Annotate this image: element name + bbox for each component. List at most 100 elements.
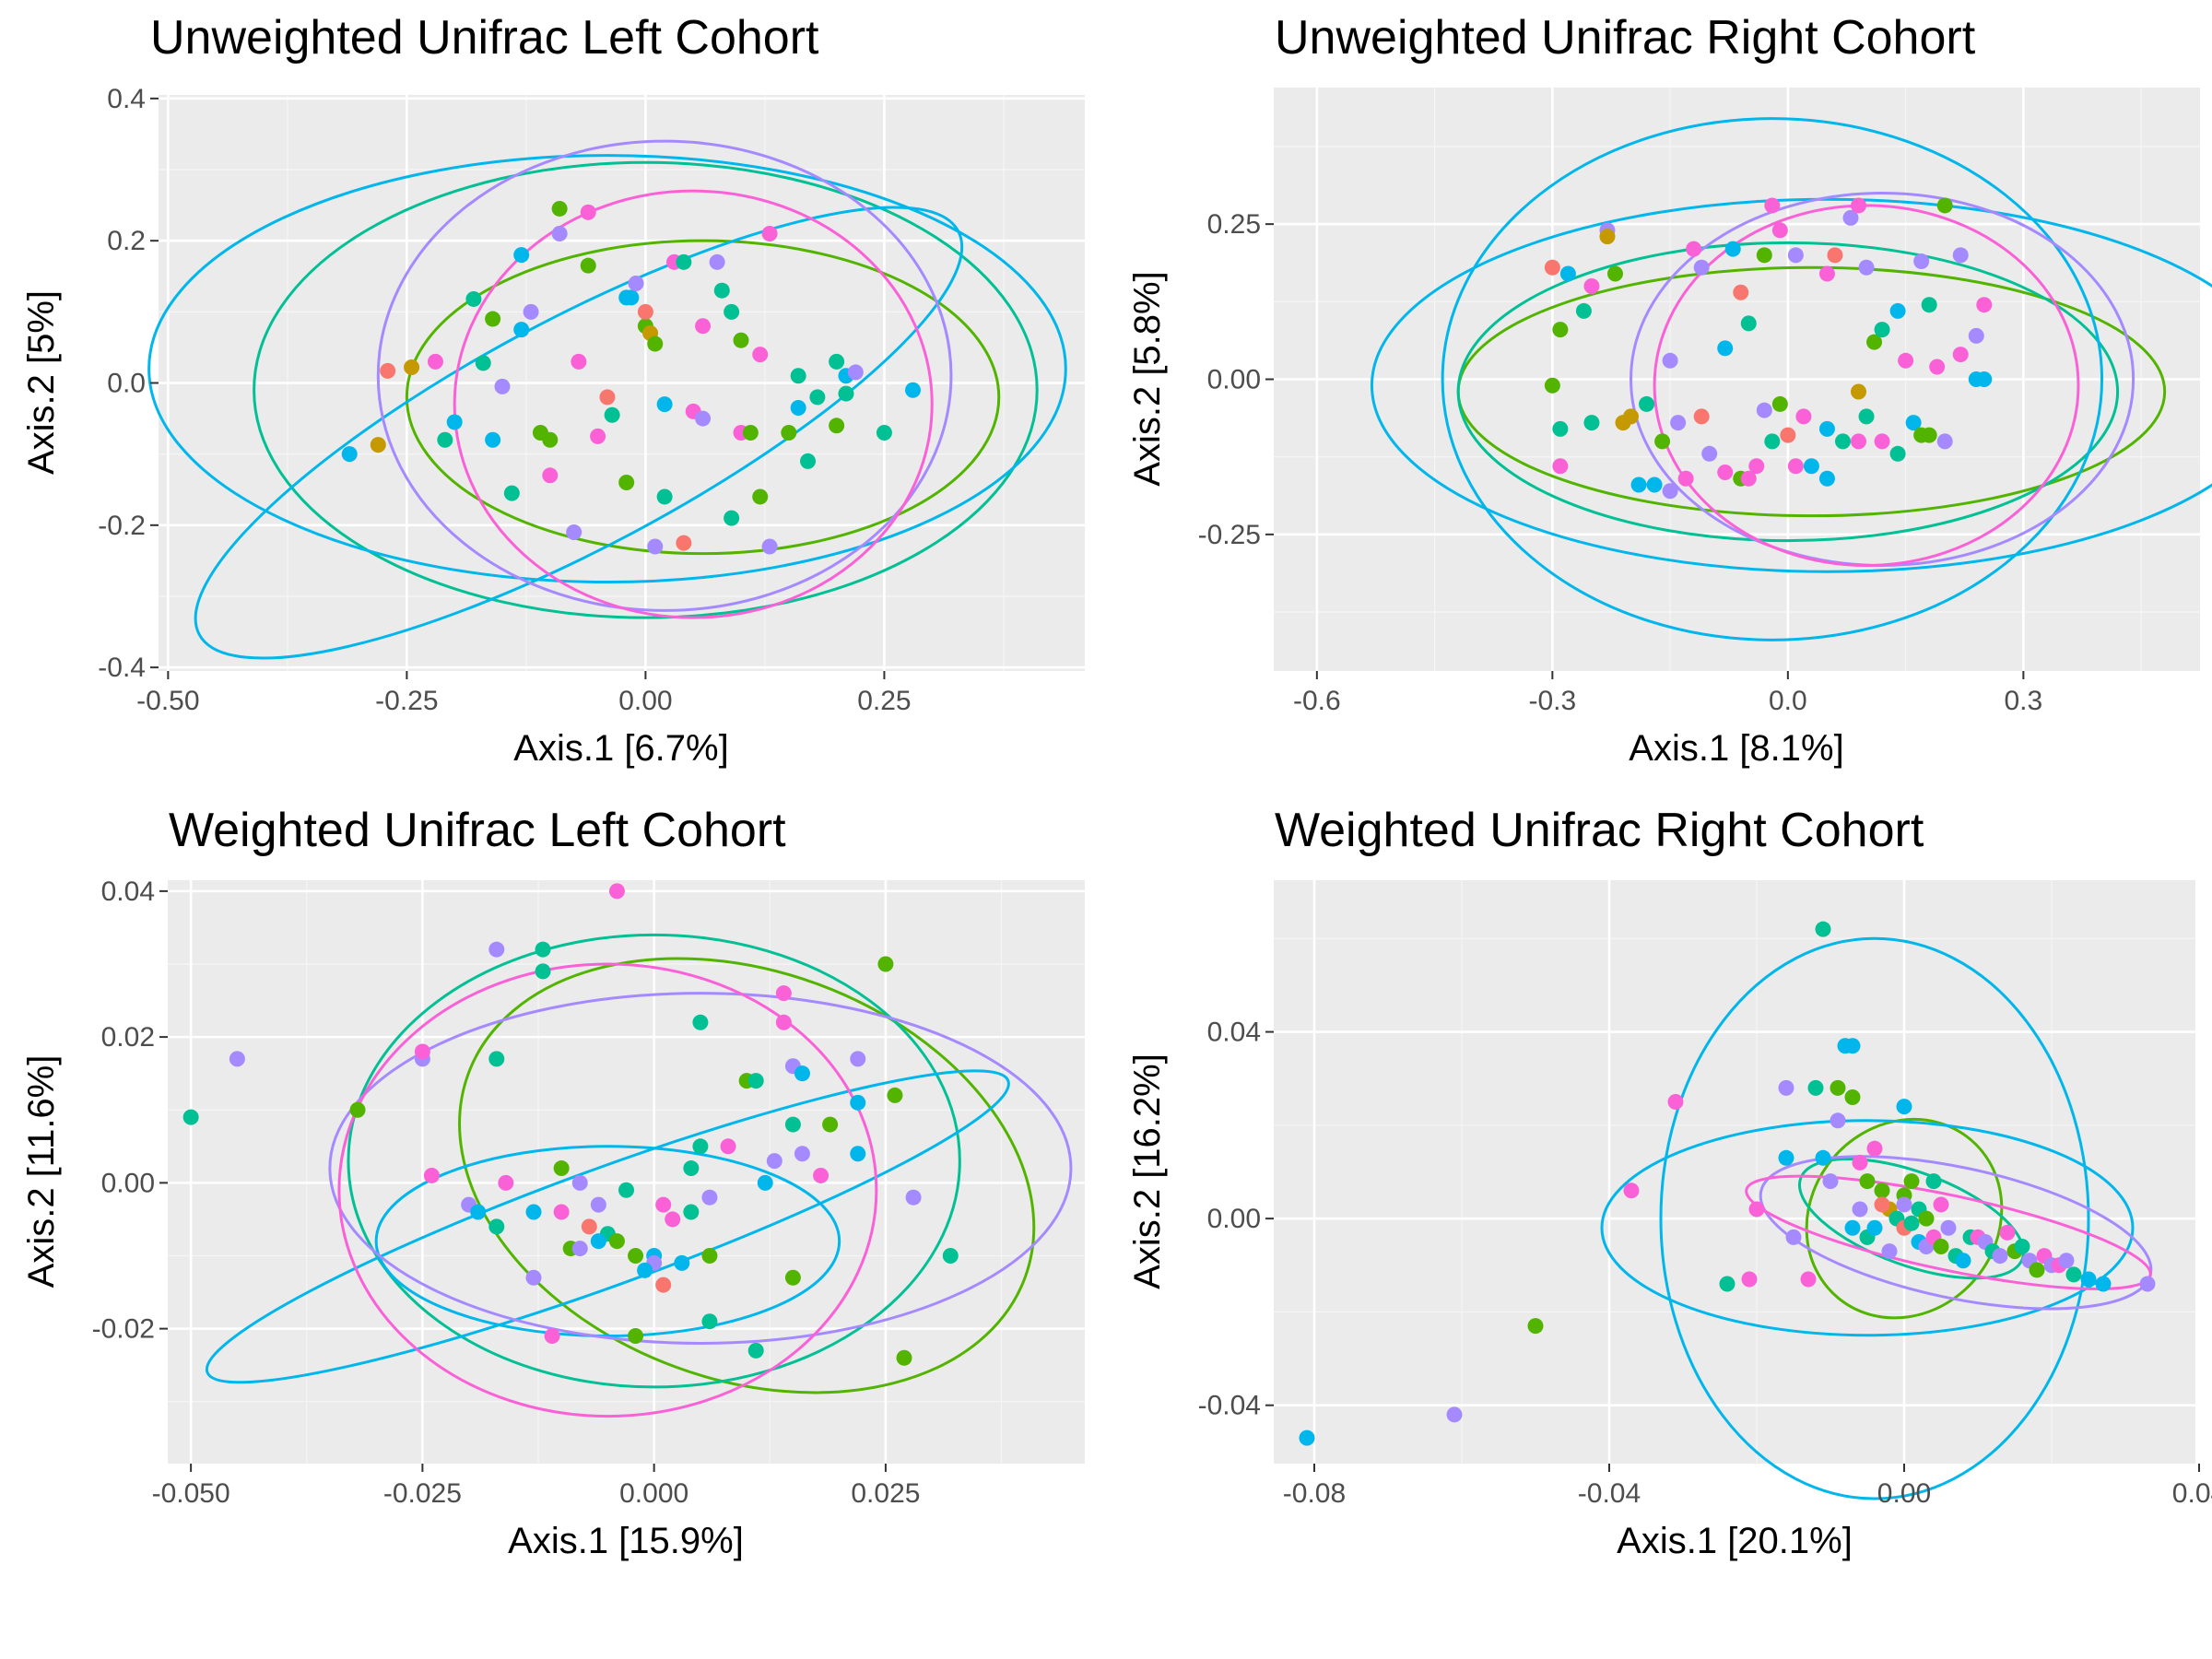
data-point xyxy=(1599,229,1616,245)
data-point xyxy=(1639,395,1655,412)
data-point xyxy=(503,485,520,501)
data-point xyxy=(1866,334,1883,350)
confidence-ellipse xyxy=(253,160,1039,619)
data-point xyxy=(1662,483,1678,500)
data-point xyxy=(1992,1248,2008,1265)
scatter-chart-unweighted-left: Unweighted Unifrac Left Cohort -0.50 -0.2… xyxy=(21,11,1085,769)
data-point xyxy=(553,1160,570,1177)
data-point xyxy=(1852,1154,1868,1171)
y-tick-label: -0.02 xyxy=(92,1314,155,1345)
x-tick-label: 0.000 xyxy=(619,1478,688,1509)
data-point xyxy=(1905,415,1922,431)
data-point xyxy=(2065,1266,2082,1283)
data-point xyxy=(2029,1262,2045,1278)
data-point xyxy=(525,1269,542,1286)
data-point xyxy=(590,1196,606,1213)
data-point xyxy=(1686,241,1702,257)
data-point xyxy=(1630,477,1647,493)
data-point xyxy=(1858,408,1875,425)
data-point xyxy=(1874,1182,1890,1199)
data-point xyxy=(1830,1112,1846,1129)
data-point xyxy=(656,396,673,413)
data-point xyxy=(1834,433,1851,450)
data-point xyxy=(733,332,749,348)
data-point xyxy=(551,225,568,241)
plot-background xyxy=(168,880,1085,1464)
x-tick-label: -0.08 xyxy=(1283,1478,1346,1509)
data-point xyxy=(414,1043,430,1060)
data-point xyxy=(608,1233,625,1250)
y-tick-label: -0.4 xyxy=(98,653,146,683)
data-point xyxy=(341,446,358,463)
data-point xyxy=(747,1342,764,1359)
data-point xyxy=(628,1247,644,1264)
data-point xyxy=(1787,247,1804,264)
confidence-ellipse xyxy=(453,189,934,619)
data-point xyxy=(720,1138,736,1155)
data-point xyxy=(656,488,673,505)
confidence-ellipse xyxy=(1745,1174,2152,1290)
y-tick-label: 0.00 xyxy=(1207,1204,1261,1234)
data-point xyxy=(380,362,396,379)
data-point xyxy=(475,355,491,371)
data-point xyxy=(877,956,894,972)
data-point xyxy=(544,1328,560,1345)
data-point xyxy=(1719,1276,1735,1292)
point-layer xyxy=(182,883,959,1366)
data-point xyxy=(1623,408,1640,425)
data-point xyxy=(1844,1219,1861,1236)
data-point xyxy=(724,303,740,320)
data-point xyxy=(566,524,582,541)
data-point xyxy=(896,1349,912,1366)
data-point xyxy=(692,1138,709,1155)
data-point xyxy=(1748,1201,1765,1218)
y-tick-label: -0.25 xyxy=(1198,520,1261,550)
grid-layer xyxy=(168,880,1085,1464)
data-point xyxy=(470,1204,487,1220)
data-point xyxy=(1800,1271,1817,1288)
data-point xyxy=(1701,445,1718,462)
y-tick-label: 0.02 xyxy=(101,1022,155,1053)
data-point xyxy=(1874,1196,1890,1213)
confidence-ellipse xyxy=(205,1069,1010,1384)
data-point xyxy=(1575,302,1592,319)
data-point xyxy=(809,389,826,406)
data-point xyxy=(1851,433,1867,450)
y-axis-label: Axis.2 [5%] xyxy=(21,290,62,475)
ellipse-layer xyxy=(205,933,1073,1418)
data-point xyxy=(1896,1196,1912,1213)
confidence-ellipse xyxy=(374,1145,841,1338)
data-point xyxy=(580,257,596,274)
data-point xyxy=(571,1174,588,1191)
data-point xyxy=(742,425,759,441)
data-point xyxy=(1677,470,1694,487)
confidence-ellipse xyxy=(376,139,953,612)
data-point xyxy=(1667,1094,1684,1111)
data-point xyxy=(465,290,482,307)
data-point xyxy=(1955,1253,1971,1269)
panel-bottom-left: Weighted Unifrac Left Cohort -0.050 -0.02… xyxy=(0,793,1106,1585)
data-point xyxy=(553,1204,570,1220)
data-point xyxy=(1851,197,1867,214)
data-point xyxy=(1559,265,1576,282)
data-point xyxy=(525,1204,542,1220)
data-point xyxy=(674,1254,690,1271)
data-point xyxy=(1896,1099,1912,1115)
data-point xyxy=(701,1313,718,1330)
x-axis-label: Axis.1 [20.1%] xyxy=(1617,1521,1853,1561)
data-point xyxy=(713,282,730,299)
data-point xyxy=(701,1247,718,1264)
data-point xyxy=(850,1051,866,1067)
data-point xyxy=(1815,921,1831,937)
data-point xyxy=(637,303,653,320)
data-point xyxy=(488,1218,505,1235)
data-point xyxy=(1623,1182,1640,1199)
point-layer xyxy=(341,200,922,555)
data-point xyxy=(1670,415,1687,431)
data-point xyxy=(542,467,559,484)
data-point xyxy=(437,431,453,448)
plot-background xyxy=(1274,880,2195,1464)
data-point xyxy=(535,963,551,980)
x-axis-label: Axis.1 [8.1%] xyxy=(1629,728,1843,769)
data-point xyxy=(1844,1038,1861,1054)
